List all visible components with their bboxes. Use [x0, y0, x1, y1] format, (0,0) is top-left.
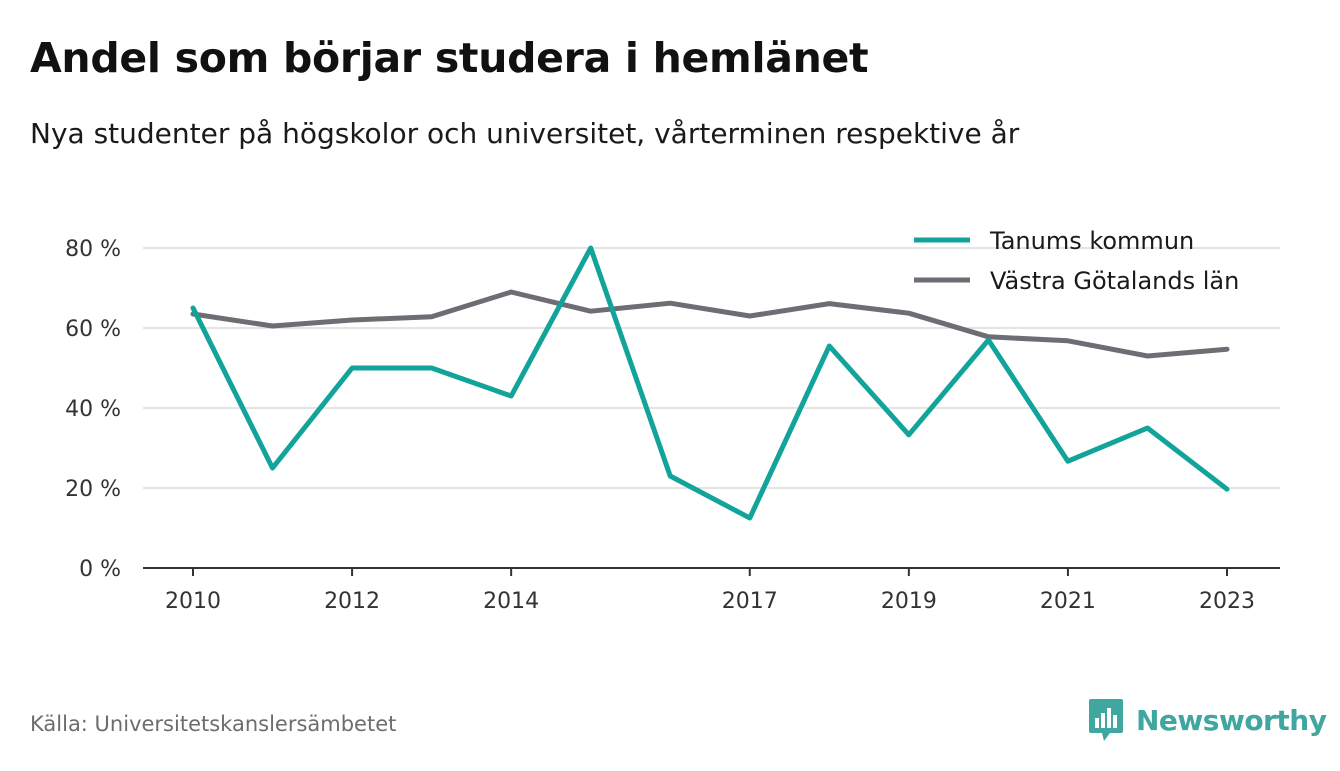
grid-lines: [143, 247, 1280, 489]
x-tick-label: 2017: [722, 589, 778, 614]
x-axis-labels: 2010 2012 2014 2017 2019 2021 2023: [165, 589, 1255, 614]
series-lines: [190, 245, 1230, 521]
x-tick-label: 2012: [324, 589, 380, 614]
brand-logo: Newsworthy: [1088, 698, 1327, 742]
y-tick-label: 60 %: [65, 317, 121, 342]
series-line-tanums-kommun: [190, 245, 1230, 521]
x-tick-label: 2014: [483, 589, 539, 614]
series-line-v-stra-g-talands-l-n: [190, 289, 1230, 359]
newsworthy-logo-icon: [1089, 699, 1123, 741]
chart-subtitle: Nya studenter på högskolor och universit…: [30, 117, 1020, 150]
y-tick-label: 20 %: [65, 477, 121, 502]
source-note: Källa: Universitetskanslersämbetet: [30, 712, 397, 736]
y-tick-label: 80 %: [65, 237, 121, 262]
x-tick-label: 2023: [1199, 589, 1255, 614]
legend-label: Tanums kommun: [989, 227, 1194, 255]
line-chart: 0 % 20 % 40 % 60 % 80 % 2010 2012 2014 2017 2019…: [65, 227, 1280, 614]
y-tick-label: 0 %: [79, 557, 121, 582]
x-tick-label: 2019: [881, 589, 937, 614]
brand-name: Newsworthy: [1136, 703, 1327, 737]
x-tick-label: 2010: [165, 589, 221, 614]
legend-label: Västra Götalands län: [990, 267, 1239, 295]
y-tick-label: 40 %: [65, 397, 121, 422]
y-axis-labels: 0 % 20 % 40 % 60 % 80 %: [65, 237, 121, 582]
x-axis: [143, 567, 1280, 576]
legend: Tanums kommun Västra Götalands län: [914, 227, 1239, 295]
chart-title: Andel som börjar studera i hemlänet: [30, 34, 869, 82]
x-tick-label: 2021: [1040, 589, 1096, 614]
